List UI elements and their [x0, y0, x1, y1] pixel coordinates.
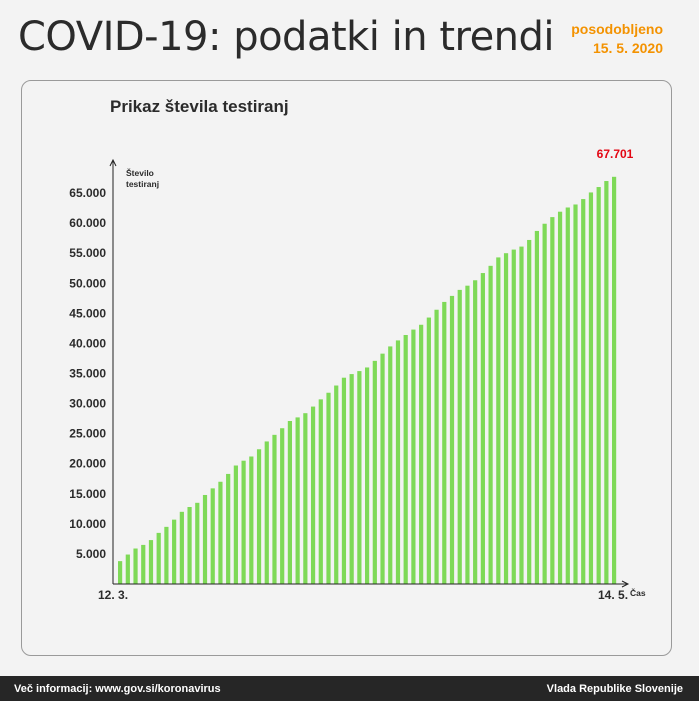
y-tick-label: 50.000	[69, 276, 106, 290]
x-start-label: 12. 3.	[98, 588, 128, 602]
x-end-label: 14. 5.	[598, 588, 628, 602]
y-tick-label: 20.000	[69, 457, 106, 471]
y-axis-label: testiranj	[126, 179, 159, 189]
chart-bar	[349, 374, 354, 584]
chart-bar	[249, 456, 254, 584]
chart-bar	[465, 285, 470, 584]
chart-bar	[434, 309, 439, 584]
chart-bar	[519, 246, 524, 584]
chart-bar	[473, 280, 478, 584]
chart-bar	[496, 257, 501, 584]
page-title: COVID-19: podatki in trendi	[18, 14, 555, 60]
chart-bar	[550, 217, 555, 585]
chart-bar	[565, 207, 570, 585]
y-axis-label: Število	[126, 167, 154, 178]
footer-info-link[interactable]: Več informacij: www.gov.si/koronavirus	[14, 683, 221, 695]
y-tick-label: 55.000	[69, 246, 106, 260]
chart-bar	[604, 181, 609, 584]
chart-bar	[403, 335, 408, 584]
chart-bar	[534, 230, 540, 584]
chart-bar	[581, 199, 586, 584]
chart-bar	[503, 253, 509, 584]
chart-bar	[395, 340, 401, 584]
x-axis-arrow	[621, 580, 630, 588]
chart-bar	[241, 460, 246, 584]
chart-bar	[272, 434, 277, 584]
chart-bar	[295, 417, 300, 584]
chart-bar	[380, 353, 385, 584]
x-axis-label: Čas	[630, 587, 646, 598]
y-tick-label: 10.000	[69, 517, 106, 531]
y-axis-arrow	[109, 158, 117, 167]
chart-bar	[411, 329, 416, 584]
chart-bar	[195, 502, 200, 584]
chart-bar	[588, 192, 594, 584]
chart-bar	[125, 554, 130, 584]
chart-bar	[148, 540, 154, 584]
chart-bar	[210, 488, 215, 584]
y-tick-label: 40.000	[69, 336, 106, 350]
chart-bar	[326, 392, 331, 584]
y-tick-label: 5.000	[76, 547, 106, 561]
chart-bar	[542, 223, 547, 585]
chart-bar	[280, 428, 285, 584]
update-info: posodobljeno 15. 5. 2020	[571, 20, 663, 58]
chart-bar	[303, 413, 308, 584]
chart-title: Prikaz števila testiranj	[110, 97, 289, 116]
footer: Več informacij: www.gov.si/koronavirus V…	[0, 676, 699, 701]
chart-bar	[334, 385, 339, 584]
chart-bar	[226, 473, 231, 584]
chart-bar	[156, 532, 161, 584]
chart-bar	[372, 360, 377, 584]
y-tick-label: 25.000	[69, 427, 106, 441]
chart-bar	[457, 289, 462, 584]
chart-bar	[341, 377, 347, 584]
chart-bar	[141, 544, 146, 584]
chart-bar	[442, 301, 447, 584]
footer-publisher: Vlada Republike Slovenije	[546, 683, 683, 695]
chart-bar	[612, 176, 617, 584]
chart-bar	[264, 441, 269, 584]
chart-bar	[365, 367, 370, 584]
chart-bar	[449, 295, 455, 584]
y-tick-label: 35.000	[69, 367, 106, 381]
chart-bar	[133, 548, 138, 584]
chart-bar	[357, 371, 362, 584]
chart-bar	[172, 519, 177, 584]
y-tick-label: 65.000	[69, 186, 106, 200]
chart-bar	[419, 324, 424, 584]
chart-bar	[488, 265, 493, 584]
chart-bar	[527, 239, 532, 584]
chart-bar	[310, 406, 316, 584]
chart-bar	[388, 346, 393, 584]
chart-bar	[573, 204, 578, 585]
y-tick-label: 60.000	[69, 216, 106, 230]
last-value-label: 67.701	[597, 147, 634, 161]
y-tick-label: 30.000	[69, 397, 106, 411]
chart-bar	[426, 317, 431, 584]
chart-bar	[318, 399, 323, 584]
y-tick-label: 45.000	[69, 306, 106, 320]
chart-bar	[557, 211, 563, 584]
chart-bar	[256, 449, 262, 584]
chart-bar	[179, 511, 184, 584]
chart-bar	[187, 507, 192, 584]
chart-bar	[218, 481, 223, 584]
chart-bar	[233, 465, 238, 584]
chart-bar	[118, 561, 123, 584]
chart-bar	[480, 273, 485, 584]
chart-bar	[164, 526, 169, 584]
chart-bar	[287, 421, 293, 584]
chart-bar	[511, 249, 516, 584]
chart-bar	[596, 187, 601, 585]
y-tick-label: 15.000	[69, 487, 106, 501]
update-date: 15. 5. 2020	[592, 40, 663, 56]
chart-bar	[202, 494, 208, 584]
update-label: posodobljeno	[571, 21, 663, 37]
